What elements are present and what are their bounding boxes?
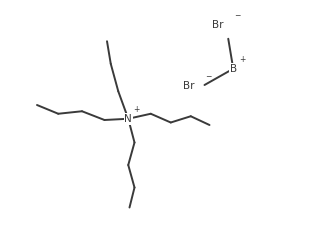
Text: −: − bbox=[205, 72, 211, 81]
Text: +: + bbox=[239, 55, 245, 64]
Text: Br: Br bbox=[212, 20, 223, 30]
Text: N: N bbox=[125, 114, 132, 124]
Text: B: B bbox=[230, 64, 237, 74]
Text: −: − bbox=[234, 11, 240, 20]
Text: +: + bbox=[133, 105, 139, 114]
Text: Br: Br bbox=[183, 81, 194, 91]
